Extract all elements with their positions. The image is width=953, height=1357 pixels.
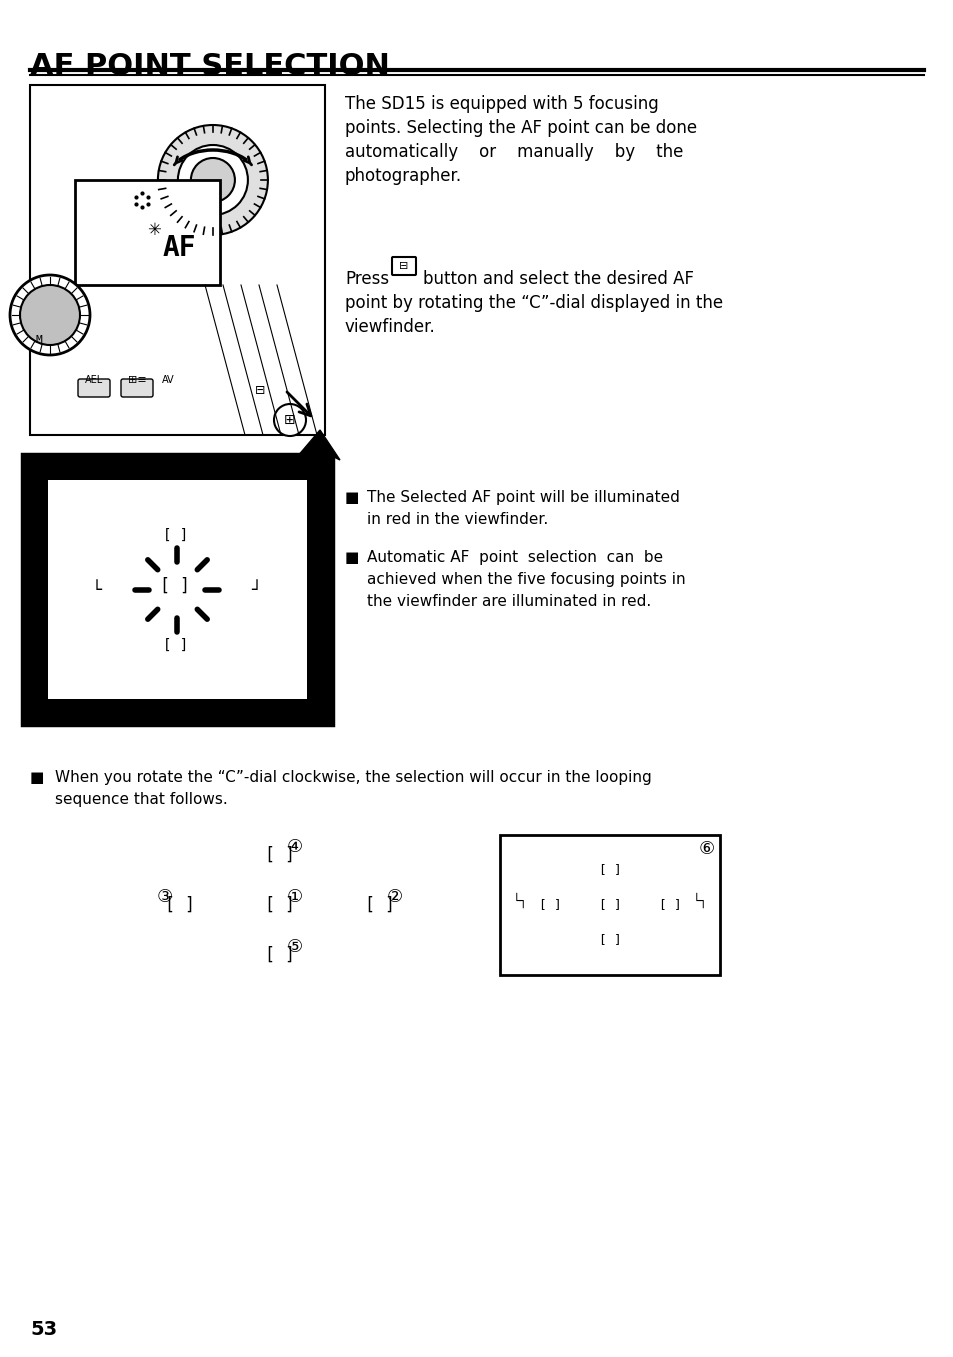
Text: [ ]: [ ] <box>365 896 395 915</box>
Text: [ ]: [ ] <box>265 845 294 864</box>
Text: [ ]: [ ] <box>160 577 191 594</box>
Text: ③: ③ <box>157 887 172 906</box>
Text: ⊟: ⊟ <box>399 261 408 271</box>
Text: ④: ④ <box>287 839 303 856</box>
Text: M: M <box>35 335 42 345</box>
Text: photographer.: photographer. <box>345 167 461 185</box>
Circle shape <box>191 157 234 202</box>
Text: points. Selecting the AF point can be done: points. Selecting the AF point can be do… <box>345 119 697 137</box>
Bar <box>30 461 325 716</box>
Polygon shape <box>296 430 339 470</box>
Text: [ ]: [ ] <box>659 898 680 912</box>
Text: ■: ■ <box>345 550 359 565</box>
Text: ⊟: ⊟ <box>254 384 265 396</box>
Bar <box>48 480 307 699</box>
Text: [ ]: [ ] <box>165 896 194 915</box>
Circle shape <box>158 125 268 235</box>
Text: ①: ① <box>287 887 303 906</box>
Text: ■: ■ <box>30 769 45 784</box>
Text: [ ]: [ ] <box>598 934 620 946</box>
Text: [ ]: [ ] <box>598 863 620 877</box>
Text: viewfinder.: viewfinder. <box>345 318 436 337</box>
FancyBboxPatch shape <box>78 379 110 398</box>
Text: point by rotating the “C”-dial displayed in the: point by rotating the “C”-dial displayed… <box>345 294 722 312</box>
FancyBboxPatch shape <box>121 379 152 398</box>
Text: ■: ■ <box>345 490 359 505</box>
Text: [ ]: [ ] <box>598 898 620 912</box>
Text: AEL: AEL <box>85 375 103 385</box>
Bar <box>30 85 325 436</box>
Circle shape <box>129 187 155 213</box>
Text: [ ]: [ ] <box>265 896 294 915</box>
Text: [ ]: [ ] <box>538 898 560 912</box>
Text: AF POINT SELECTION: AF POINT SELECTION <box>30 52 390 81</box>
Bar <box>75 180 220 285</box>
Text: The SD15 is equipped with 5 focusing: The SD15 is equipped with 5 focusing <box>345 95 659 113</box>
Text: achieved when the five focusing points in: achieved when the five focusing points i… <box>367 573 685 588</box>
Text: ✳: ✳ <box>147 221 161 239</box>
Text: Automatic AF  point  selection  can  be: Automatic AF point selection can be <box>367 550 662 565</box>
Circle shape <box>177 145 248 214</box>
Text: ⊞: ⊞ <box>284 413 295 427</box>
Text: When you rotate the “C”-dial clockwise, the selection will occur in the looping: When you rotate the “C”-dial clockwise, … <box>55 769 651 784</box>
Circle shape <box>20 285 80 345</box>
Text: └┐: └┐ <box>692 893 707 908</box>
Circle shape <box>274 404 306 436</box>
Text: AF: AF <box>162 235 196 262</box>
Text: 53: 53 <box>30 1320 57 1339</box>
Text: ⑥: ⑥ <box>699 840 714 858</box>
Text: [ ]: [ ] <box>265 946 294 963</box>
FancyBboxPatch shape <box>392 256 416 275</box>
Text: The Selected AF point will be illuminated: The Selected AF point will be illuminate… <box>367 490 679 505</box>
Text: AV: AV <box>162 375 174 385</box>
Text: └: └ <box>92 581 112 598</box>
Text: ②: ② <box>387 887 402 906</box>
Text: ⑤: ⑤ <box>287 938 303 955</box>
Text: [ ]: [ ] <box>163 528 188 541</box>
Text: sequence that follows.: sequence that follows. <box>55 792 228 807</box>
Text: [ ]: [ ] <box>163 638 188 651</box>
Text: ⊞≡: ⊞≡ <box>128 375 147 385</box>
Bar <box>499 835 720 974</box>
Text: Press: Press <box>345 270 389 288</box>
Text: button and select the desired AF: button and select the desired AF <box>422 270 693 288</box>
Text: └┐: └┐ <box>512 893 527 908</box>
Bar <box>32 87 323 433</box>
Text: in red in the viewfinder.: in red in the viewfinder. <box>367 512 548 527</box>
Text: the viewfinder are illuminated in red.: the viewfinder are illuminated in red. <box>367 594 651 609</box>
Text: automatically    or    manually    by    the: automatically or manually by the <box>345 142 682 161</box>
Text: ┘: ┘ <box>242 581 262 598</box>
Circle shape <box>10 275 90 356</box>
